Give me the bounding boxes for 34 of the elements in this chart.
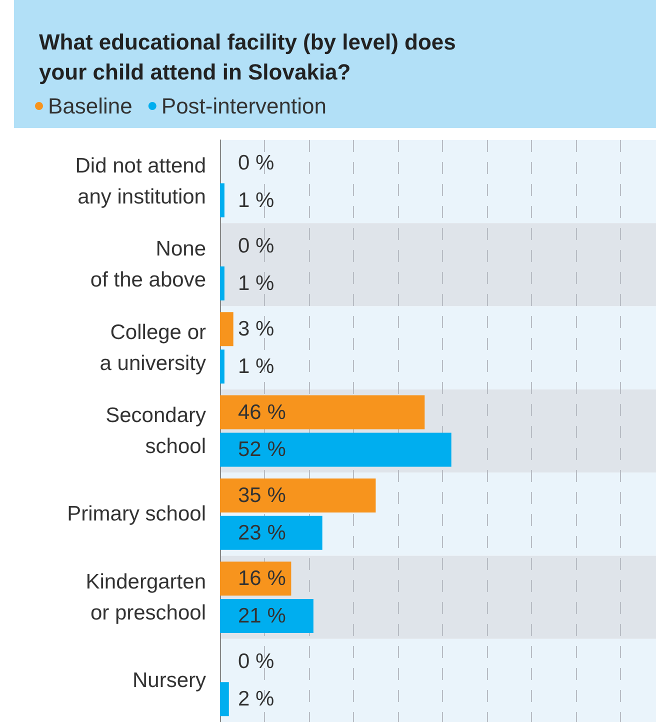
data-label: 1 % (238, 355, 274, 378)
data-label: 1 % (238, 188, 274, 212)
legend-label: Post-intervention (161, 94, 326, 118)
y-tick-label: Nursery (132, 668, 206, 692)
data-label: 23 % (238, 521, 286, 544)
data-label: 21 % (238, 604, 286, 628)
bar (220, 516, 322, 550)
y-tick-label: Secondary school (106, 404, 206, 458)
bar (220, 312, 234, 346)
data-label: 2 % (238, 688, 274, 711)
data-label: 52 % (238, 438, 286, 462)
data-label: 46 % (238, 400, 286, 424)
bar (220, 266, 224, 300)
y-tick-label: None of the above (90, 238, 206, 292)
data-label: 3 % (238, 318, 274, 341)
y-tick-label: Primary school (67, 502, 206, 526)
data-label: 0 % (238, 650, 274, 674)
y-tick-label: Kindergarten or preschool (86, 570, 206, 624)
y-tick-label: College or a university (100, 320, 206, 375)
data-label: 16 % (238, 567, 286, 590)
legend-label: Baseline (48, 94, 132, 118)
bar (220, 478, 376, 512)
data-label: 1 % (238, 272, 274, 295)
bar (220, 183, 224, 218)
data-label: 0 % (238, 234, 274, 258)
bar (220, 432, 452, 467)
bar (220, 395, 425, 430)
bar (220, 350, 224, 384)
data-label: 0 % (238, 151, 274, 174)
bar (220, 682, 229, 716)
y-tick-label: Did not attend any institution (75, 154, 206, 209)
data-label: 35 % (238, 484, 286, 507)
bar (220, 598, 314, 633)
chart-title: What educational facility (by level) does your child attend in Slovakia? (39, 30, 456, 84)
